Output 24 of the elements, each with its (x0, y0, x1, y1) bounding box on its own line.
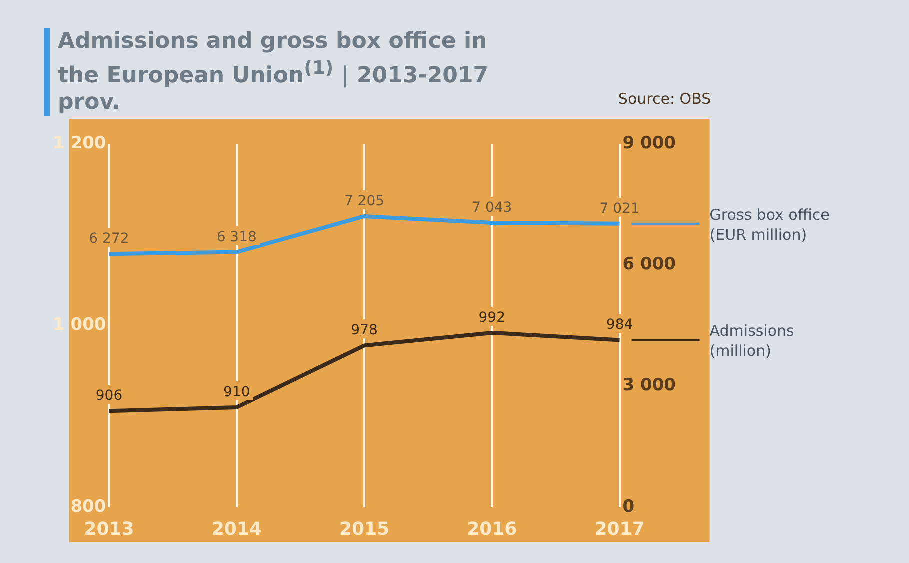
x-tick-label: 2014 (212, 518, 262, 540)
legend-label: Admissions (million) (710, 322, 795, 360)
x-tick-label: 2016 (467, 518, 518, 540)
data-label: 7 043 (472, 200, 512, 216)
source-note: Source: OBS (618, 90, 712, 108)
data-label: 978 (351, 322, 378, 339)
data-label: 992 (478, 310, 506, 326)
data-label: 6 318 (216, 229, 257, 246)
data-label: 906 (96, 388, 123, 404)
y-tick-label: 800 (70, 496, 106, 517)
x-tick-label: 2015 (339, 518, 390, 540)
chart-title: Admissions and gross box office in the European Union$^{(1)}$ | 2013-2017 prov. (58, 29, 489, 116)
y2-tick-label: 3 000 (622, 376, 676, 396)
data-label: 7 021 (600, 200, 640, 217)
x-tick-label: 2017 (594, 518, 645, 540)
y2-tick-label: 0 (622, 496, 635, 517)
y2-tick-label: 6 000 (622, 254, 676, 275)
data-label: 910 (224, 384, 250, 400)
data-label: 984 (606, 317, 634, 334)
x-tick-label: 2013 (84, 518, 134, 540)
data-label: 6 272 (89, 231, 130, 248)
legend-label: Gross box office (EUR million) (710, 206, 830, 244)
data-label: 7 205 (344, 193, 385, 210)
y2-tick-label: 9 000 (622, 133, 676, 154)
